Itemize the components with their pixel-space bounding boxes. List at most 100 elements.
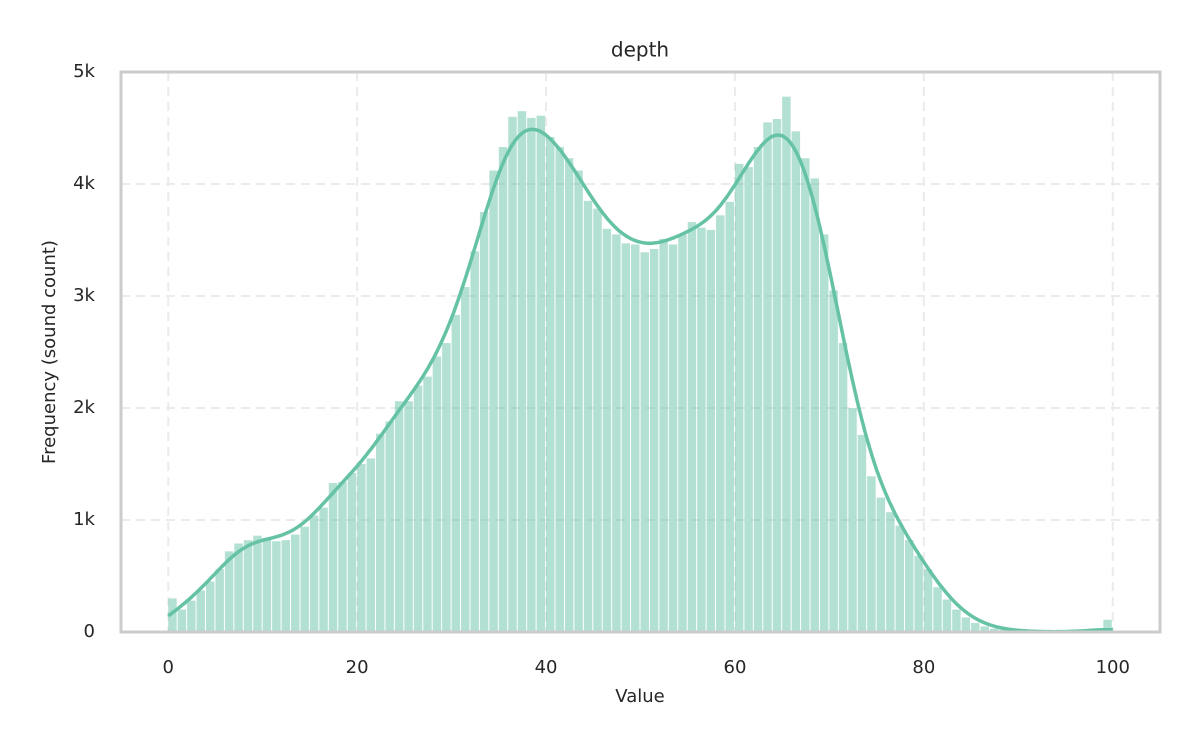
bar [300,526,309,632]
bar [716,215,725,633]
bar [857,434,867,632]
bar [810,178,819,632]
bar [734,163,744,632]
bar [649,248,659,632]
bar [224,551,234,632]
bar [838,343,848,632]
bar [461,287,470,632]
bar [262,537,272,632]
bar [848,408,857,632]
bar [668,244,678,633]
bar [923,569,933,632]
bar [886,512,895,632]
bar [546,136,555,632]
y-tick-label: 5k [73,61,95,82]
bar [404,401,413,632]
bar [243,540,253,632]
kde-line [167,127,1113,634]
y-tick-label: 2k [73,397,95,418]
bar [451,315,461,632]
bar [640,252,649,632]
bar [527,117,536,633]
bar [801,158,810,633]
y-tick-label: 1k [73,509,95,530]
bar [914,555,923,632]
bar [989,628,999,632]
bar [489,170,498,632]
bar [602,228,612,633]
bar [829,290,838,632]
x-tick-label: 40 [535,657,558,678]
bar [470,251,479,632]
y-tick-label: 4k [73,173,95,194]
bar [725,201,734,633]
bar [517,111,527,632]
bar [904,540,914,632]
bar [498,147,508,633]
bar [876,497,886,632]
x-axis-label: Value [615,686,664,707]
bar [432,356,442,632]
bar [272,541,281,632]
bar [583,200,593,633]
bar [394,401,404,632]
bar [234,543,243,632]
bar [413,385,423,632]
bar [206,581,215,632]
bar [971,623,980,632]
bar [508,116,517,633]
bar [659,238,668,632]
x-tick-label: 100 [1096,657,1130,678]
x-tick-label: 60 [724,657,747,678]
bar [763,122,772,633]
bar [423,376,432,632]
bar [895,525,904,632]
x-tick-label: 80 [912,657,935,678]
bar [952,609,961,632]
y-tick-label: 3k [73,285,95,306]
chart-title: depth [611,38,669,62]
x-tick-label: 0 [163,657,174,678]
bar [933,587,942,632]
bar [177,609,187,632]
bar [309,515,319,632]
bar [782,96,791,632]
bar [376,433,385,632]
bar [942,599,952,632]
bar [564,158,574,633]
bar [253,535,262,632]
bar [291,534,300,632]
bar [555,147,564,633]
bar [753,147,763,633]
bar [168,598,177,632]
bar [347,472,357,632]
bar [1103,619,1112,632]
bar [574,170,583,632]
bar [791,131,801,633]
bar [187,600,196,632]
bar [612,234,621,632]
bar [215,569,224,632]
bar [621,243,631,633]
plot-frame [119,70,1162,634]
bar [479,212,489,632]
bar [678,234,687,632]
bar [366,458,376,632]
bar [196,590,206,632]
x-tick-label: 20 [346,657,369,678]
bar [772,119,782,633]
y-tick-label: 0 [84,621,95,642]
bar [319,507,328,632]
bar [442,343,451,632]
bar [328,483,338,632]
bar [706,229,716,633]
bar [536,115,546,633]
bar [338,481,347,632]
bar [357,464,366,632]
bar [281,540,291,632]
bar [593,208,602,632]
bar [819,234,829,632]
bar [867,476,876,632]
bar [744,167,753,632]
y-axis-label: Frequency (sound count) [39,240,60,464]
